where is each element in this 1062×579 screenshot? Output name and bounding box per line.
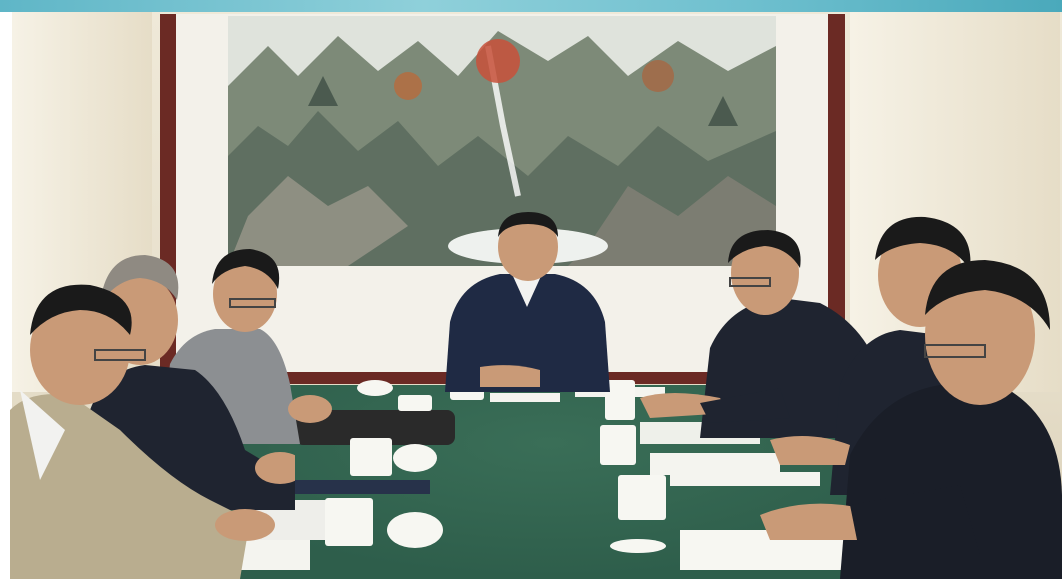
landscape-painting <box>228 16 776 266</box>
person-left-1 <box>10 284 275 579</box>
table-items <box>170 370 880 570</box>
person-center <box>445 212 610 392</box>
top-decorative-band <box>0 0 1062 12</box>
person-right-3 <box>760 260 1062 579</box>
